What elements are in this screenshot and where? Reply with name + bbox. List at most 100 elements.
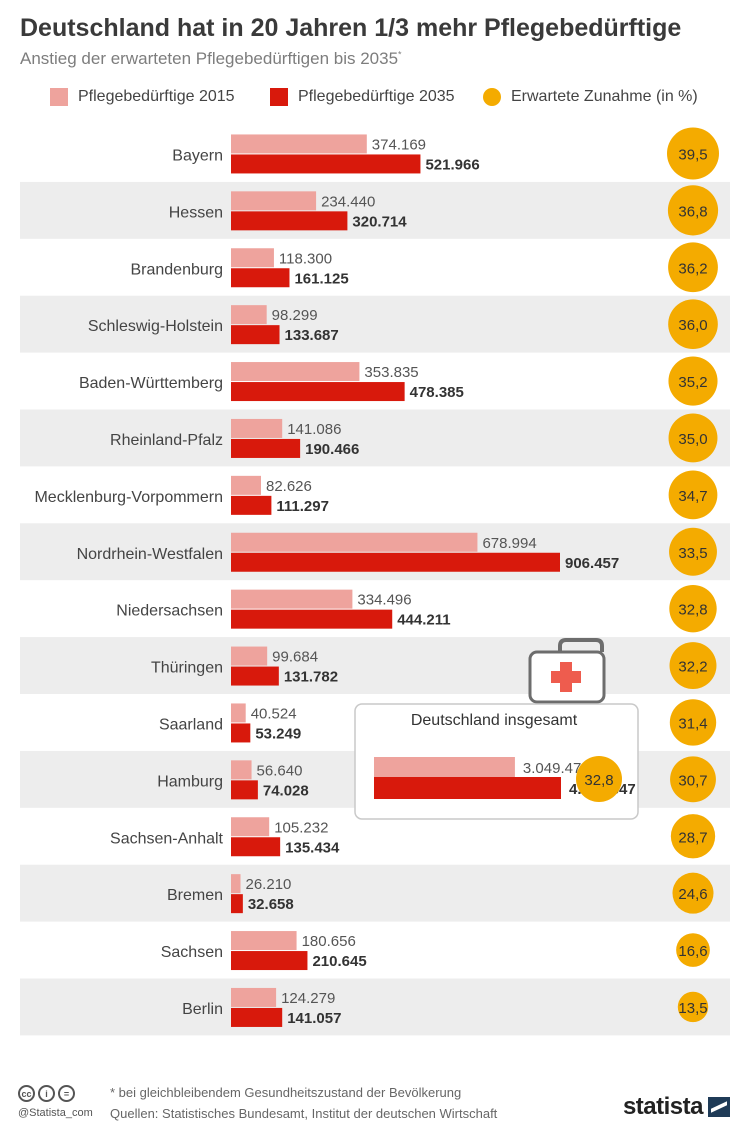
attribution-icon: i [38,1085,55,1102]
value-label-2035: 131.782 [284,669,338,686]
bar-2015 [231,646,268,666]
no-derivatives-icon: = [58,1085,75,1102]
category-label: Thüringen [151,660,223,677]
value-label-2035: 135.434 [285,839,340,856]
row-band [20,864,730,922]
value-label-2015: 40.524 [251,705,297,722]
increase-circle [668,242,718,293]
legend-label-2015: Pflegebedürftige 2015 [78,88,235,105]
bar-2015 [231,362,360,382]
increase-label: 16,6 [678,943,707,960]
increase-label: 36,2 [678,260,707,277]
category-label: Bremen [167,887,223,904]
total-value-label-2015: 3.049.470 [523,760,590,777]
bar-2015 [231,191,317,211]
increase-circle [669,584,717,633]
value-label-2035: 190.466 [305,441,359,458]
value-label-2015: 82.626 [266,478,312,495]
value-label-2035: 521.966 [425,156,479,173]
chart-title: Deutschland hat in 20 Jahren 1/3 mehr Pf… [20,14,682,42]
value-label-2015: 26.210 [246,876,292,893]
category-label: Baden-Württemberg [79,375,223,392]
category-label: Brandenburg [130,261,223,278]
increase-circle [672,872,714,914]
increase-label: 31,4 [678,715,707,732]
value-label-2015: 99.684 [272,649,318,666]
increase-label: 36,8 [678,203,707,220]
increase-circle [669,699,717,746]
total-increase-label: 32,8 [584,772,613,789]
value-label-2015: 353.835 [364,364,418,381]
statista-logo-icon [708,1097,730,1117]
category-label: Schleswig-Holstein [88,318,223,335]
kit-handle [558,638,604,652]
license-icons: cc i = [18,1085,75,1102]
bar-2015 [231,418,283,438]
value-label-2035: 210.645 [312,953,366,970]
increase-label: 13,5 [678,1000,707,1017]
total-increase-circle [576,756,622,802]
category-label: Berlin [182,1001,223,1018]
category-label: Saarland [159,716,223,733]
bar-2035 [231,552,560,572]
legend-item-increase: Erwartete Zunahme (in %) [483,85,698,109]
value-label-2015: 234.440 [321,193,375,210]
brand-wordmark: statista [622,1093,704,1120]
legend: Pflegebedürftige 2015 Pflegebedürftige 2… [20,85,740,109]
row-band [20,181,730,239]
row-band [20,978,730,1036]
footnote: * bei gleichbleibendem Gesundheitszustan… [110,1085,462,1100]
sources: Quellen: Statistisches Bundesamt, Instit… [110,1106,498,1121]
statista-logo[interactable]: statista [623,1093,730,1121]
category-label: Rheinland-Pfalz [110,432,223,449]
category-label: Hamburg [157,773,223,790]
bar-2035 [231,609,393,629]
bar-2035 [231,780,258,800]
bar-2035 [231,666,279,686]
increase-label: 24,6 [678,886,707,903]
increase-circle [676,933,710,967]
value-label-2035: 133.687 [285,327,339,344]
bar-2015 [231,931,297,951]
value-label-2015: 118.300 [279,250,332,267]
statista-handle[interactable]: @Statista_com [18,1107,93,1119]
bar-2015 [231,703,246,723]
value-label-2015: 141.086 [287,421,341,438]
bar-2015 [231,760,252,780]
value-label-2015: 105.232 [274,819,328,836]
increase-circle [668,299,718,349]
bar-2015 [231,817,270,837]
value-label-2035: 906.457 [565,555,619,572]
value-label-2035: 444.211 [397,612,450,629]
footnote-marker: * [398,49,402,60]
value-label-2015: 374.169 [372,136,426,153]
legend-swatch-2015 [50,88,68,106]
bar-2035 [231,211,348,231]
legend-item-2015: Pflegebedürftige 2015 [50,85,235,109]
value-label-2015: 124.279 [281,990,335,1007]
bar-2015 [231,987,277,1007]
bar-2035 [231,438,301,458]
legend-label-2035: Pflegebedürftige 2035 [298,88,455,105]
bar-2035 [231,382,405,402]
increase-circle [668,356,718,406]
category-label: Nordrhein-Westfalen [77,546,223,563]
bar-2015 [231,532,478,552]
legend-swatch-2035 [270,88,288,106]
bar-2015 [231,134,367,154]
value-label-2015: 678.994 [482,535,536,552]
bar-2015 [231,874,241,894]
bar-2035 [231,154,421,174]
row-band [20,409,730,467]
bar-2035 [231,723,251,743]
total-bar-2015 [374,757,515,777]
value-label-2035: 161.125 [294,270,348,287]
bar-2035 [231,837,281,857]
bar-2015 [231,248,274,268]
increase-circle [669,527,717,576]
bar-2015 [231,589,353,609]
increase-label: 33,5 [678,545,707,562]
value-label-2015: 334.496 [357,592,411,609]
increase-circle [670,814,716,859]
row-band [20,637,730,694]
